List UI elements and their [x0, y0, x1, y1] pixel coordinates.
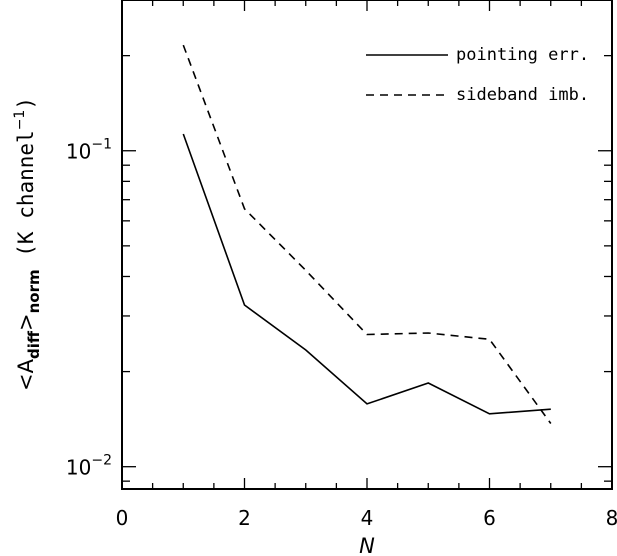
y-axis-title-sub2: norm: [25, 269, 43, 313]
y-axis-title-mid: >: [14, 313, 38, 331]
tick-labels: 0 2 4 6 8 10−1 10−2: [66, 137, 617, 530]
x-tick-label: 8: [606, 506, 617, 530]
series-line-0: [182, 133, 551, 415]
plot-frame: [121, 0, 613, 490]
y-axis-title-close: ): [14, 97, 38, 110]
legend: pointing err. sideband imb.: [366, 45, 589, 105]
x-tick-label: 0: [116, 506, 129, 530]
x-axis-title: N: [359, 534, 375, 556]
y-axis-title: <Adiff>norm (K channel−1): [12, 97, 43, 391]
y-axis-title-sup: −1: [12, 110, 28, 131]
series-line-1: [182, 44, 552, 424]
y-axis-title-rest: (K channel: [14, 130, 38, 269]
x-tick-label: 2: [238, 506, 251, 530]
axis-ticks: [121, 0, 613, 489]
x-tick-label: 4: [361, 506, 374, 530]
y-axis-title-sub1: diff: [25, 330, 43, 359]
legend-label-0: pointing err.: [456, 45, 589, 65]
y-axis-title-prefix: <A: [14, 358, 38, 391]
legend-label-1: sideband imb.: [456, 85, 589, 105]
series-group: [182, 44, 552, 424]
y-tick-label: 10−2: [66, 453, 112, 480]
y-tick-label: 10−1: [66, 137, 112, 164]
x-tick-label: 6: [483, 506, 496, 530]
svg-text:<Adiff>norm (K channel−1): <Adiff>norm (K channel−1): [12, 97, 43, 391]
